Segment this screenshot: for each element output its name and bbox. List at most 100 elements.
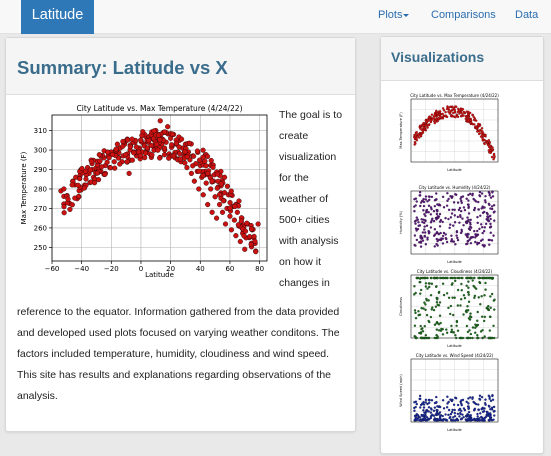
data-point <box>103 172 108 177</box>
data-point <box>437 244 439 246</box>
data-point <box>443 294 445 296</box>
data-point <box>437 335 439 337</box>
data-point <box>490 307 492 309</box>
data-point <box>439 415 441 417</box>
data-point <box>485 223 487 225</box>
data-point <box>220 210 225 215</box>
data-point <box>97 152 102 157</box>
data-point <box>127 171 132 176</box>
data-point <box>169 142 174 147</box>
data-point <box>70 202 75 207</box>
data-point <box>469 337 471 339</box>
data-point <box>442 107 444 109</box>
data-point <box>215 186 220 191</box>
data-point <box>431 218 433 220</box>
data-point <box>98 159 103 164</box>
plots-dropdown[interactable]: Plots <box>378 9 409 21</box>
data-point <box>452 115 454 117</box>
data-point <box>157 137 162 142</box>
data-point <box>436 238 438 240</box>
data-point <box>417 414 419 416</box>
data-point <box>419 395 421 397</box>
data-point <box>491 395 493 397</box>
data-point <box>435 232 437 234</box>
data-point <box>492 158 494 160</box>
thumbnail-wind-speed[interactable]: City Latitude vs. Wind Speed (4/24/22) La… <box>394 351 502 433</box>
x-axis-label: Latitude <box>447 260 461 264</box>
thumbnail-cloudiness[interactable]: City Latitude vs. Cloudiness (4/24/22) La… <box>394 267 502 349</box>
data-point <box>479 412 481 414</box>
data-point <box>95 171 100 176</box>
data-point <box>460 210 462 212</box>
data-point <box>421 414 423 416</box>
data-point <box>457 330 459 332</box>
temperature-chart[interactable]: −60 −40 −20 0 20 40 60 80 250 260 270 280 290 300 310 C… <box>17 101 270 279</box>
data-point <box>437 114 439 116</box>
data-point <box>416 337 418 339</box>
y-tick-label: 250 <box>34 244 47 252</box>
data-point <box>419 398 421 400</box>
data-point <box>435 396 437 398</box>
data-point <box>421 307 423 309</box>
data-point <box>488 337 490 339</box>
data-point <box>453 201 455 203</box>
data-point <box>442 333 444 335</box>
data-point <box>489 329 491 331</box>
x-tick-label: 40 <box>196 265 205 273</box>
data-point <box>454 412 456 414</box>
data-point <box>201 148 206 153</box>
data-point <box>481 239 483 241</box>
data-point <box>185 154 190 159</box>
data-point <box>430 415 432 417</box>
data-point <box>430 226 432 228</box>
data-point <box>476 230 478 232</box>
data-point <box>454 243 456 245</box>
data-point <box>492 399 494 401</box>
data-point <box>458 277 460 279</box>
data-point <box>210 210 215 215</box>
text-line: analysis. <box>17 386 340 407</box>
data-point <box>482 132 484 134</box>
comparisons-link[interactable]: Comparisons <box>431 9 496 21</box>
text-line: factors included temperature, humidity, … <box>17 344 340 365</box>
data-point <box>442 415 444 417</box>
data-point <box>442 277 444 279</box>
data-point <box>454 334 456 336</box>
data-point <box>483 230 485 232</box>
data-point <box>229 227 234 232</box>
brand-link[interactable]: Latitude <box>21 0 94 34</box>
data-point <box>436 297 438 299</box>
thumbnail-temperature[interactable]: City Latitude vs. Max Temperature (4/24/… <box>394 91 502 173</box>
data-point <box>452 419 454 421</box>
data-point <box>445 233 447 235</box>
data-link[interactable]: Data <box>515 9 538 21</box>
data-point <box>493 220 495 222</box>
data-point <box>456 321 458 323</box>
data-point <box>457 202 459 204</box>
data-point <box>204 181 209 186</box>
data-point <box>449 224 451 226</box>
data-point <box>179 137 184 142</box>
data-point <box>493 308 495 310</box>
data-point <box>130 158 135 163</box>
data-point <box>439 315 441 317</box>
data-point <box>415 227 417 229</box>
data-point <box>426 277 428 279</box>
data-point <box>466 111 468 113</box>
data-point <box>430 411 432 413</box>
data-point <box>463 294 465 296</box>
data-point <box>482 411 484 413</box>
data-point <box>253 249 258 254</box>
data-point <box>489 223 491 225</box>
data-point <box>437 120 439 122</box>
data-point <box>165 124 170 129</box>
thumbnail-humidity[interactable]: City Latitude vs. Humidity (4/24/22) Lati… <box>394 183 502 265</box>
data-point <box>425 243 427 245</box>
data-point <box>457 404 459 406</box>
data-point <box>474 327 476 329</box>
data-point <box>426 225 428 227</box>
data-point <box>447 307 449 309</box>
data-point <box>457 108 459 110</box>
data-point <box>428 205 430 207</box>
data-point <box>467 418 469 420</box>
